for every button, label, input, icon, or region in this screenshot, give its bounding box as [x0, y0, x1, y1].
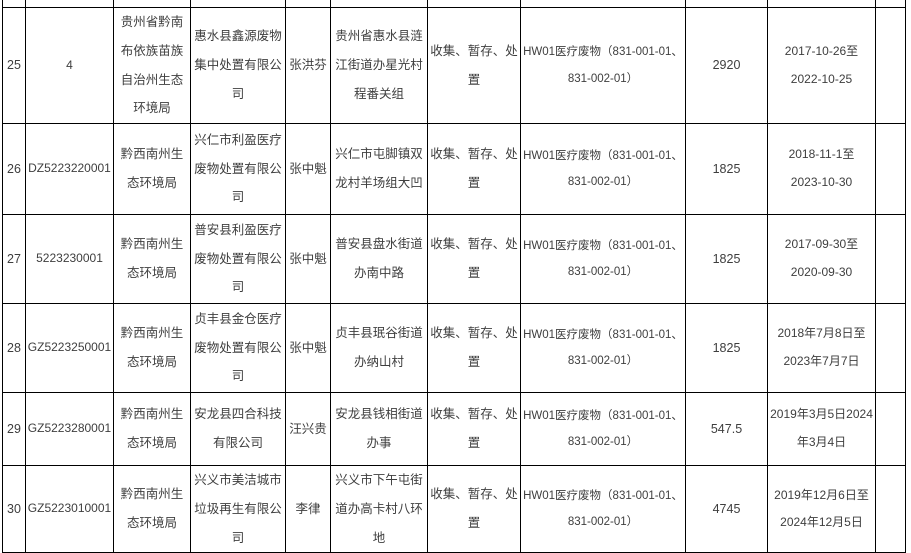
cell-license-number: DZ5223220001	[25, 123, 114, 215]
cell-address: 安龙县钱相街道办事	[330, 392, 428, 466]
table-row: 30 GZ5223010001 黔西南州生态环境局 兴义市美洁城市垃圾再生有限公…	[2, 464, 906, 553]
cell-empty	[767, 0, 876, 8]
cell-company-name: 安龙县四合科技有限公司	[190, 392, 286, 466]
cell-issuing-authority: 黔西南州生态环境局	[113, 392, 191, 466]
cell-license-number: 4	[25, 7, 114, 124]
cell-serial-number: 29	[2, 392, 26, 466]
cell-serial-number: 25	[2, 7, 26, 124]
cell-company-name: 惠水县鑫源废物集中处置有限公司	[190, 7, 286, 124]
cell-legal-person: 张洪芬	[285, 7, 331, 124]
cell-empty	[875, 464, 906, 553]
cell-company-name: 兴义市美洁城市垃圾再生有限公司	[190, 464, 286, 553]
cell-company-name: 贞丰县金仓医疗废物处置有限公司	[190, 303, 286, 393]
cell-empty	[285, 0, 331, 8]
cell-serial-number: 28	[2, 303, 26, 393]
cell-serial-number: 27	[2, 214, 26, 304]
cell-waste-category: HW01医疗废物（831-001-01、 831-002-01）	[520, 214, 686, 304]
cell-operation-type: 收集、暂存、处置	[427, 7, 521, 124]
cell-validity-period: 2018-11-1至 2023-10-30	[767, 123, 876, 215]
cell-license-number: GZ5223250001	[25, 303, 114, 393]
cell-legal-person: 张中魁	[285, 123, 331, 215]
table-row: 29 GZ5223280001 黔西南州生态环境局 安龙县四合科技有限公司 汪兴…	[2, 392, 906, 466]
cell-empty	[875, 392, 906, 466]
cell-operation-type: 收集、暂存、处置	[427, 214, 521, 304]
cell-empty	[330, 0, 428, 8]
cell-empty	[190, 0, 286, 8]
cell-issuing-authority: 黔西南州生态环境局	[113, 214, 191, 304]
cell-license-number: 5223230001	[25, 214, 114, 304]
cell-address: 贵州省惠水县涟江街道办星光村程番关组	[330, 7, 428, 124]
cell-waste-category: HW01医疗废物（831-001-01、 831-002-01）	[520, 392, 686, 466]
cell-quantity: 1825	[685, 214, 768, 304]
partial-row-top	[2, 0, 906, 8]
cell-issuing-authority: 贵州省黔南布依族苗族自治州生态环境局	[113, 7, 191, 124]
cell-issuing-authority: 黔西南州生态环境局	[113, 123, 191, 215]
cell-empty	[875, 303, 906, 393]
cell-validity-period: 2019年12月6日至 2024年12月5日	[767, 464, 876, 553]
cell-empty	[875, 0, 906, 8]
cell-legal-person: 张中魁	[285, 303, 331, 393]
cell-empty	[520, 0, 686, 8]
cell-quantity: 1825	[685, 123, 768, 215]
cell-empty	[427, 0, 521, 8]
table-row: 25 4 贵州省黔南布依族苗族自治州生态环境局 惠水县鑫源废物集中处置有限公司 …	[2, 7, 906, 124]
cell-company-name: 兴仁市利盈医疗废物处置有限公司	[190, 123, 286, 215]
cell-quantity: 4745	[685, 464, 768, 553]
cell-quantity: 2920	[685, 7, 768, 124]
cell-empty	[875, 214, 906, 304]
cell-issuing-authority: 黔西南州生态环境局	[113, 464, 191, 553]
cell-empty	[113, 0, 191, 8]
cell-waste-category: HW01医疗废物（831-001-01、 831-002-01）	[520, 464, 686, 553]
cell-empty	[875, 123, 906, 215]
cell-quantity: 547.5	[685, 392, 768, 466]
cell-validity-period: 2018年7月8日至 2023年7月7日	[767, 303, 876, 393]
cell-company-name: 普安县利盈医疗废物处置有限公司	[190, 214, 286, 304]
cell-validity-period: 2017-09-30至 2020-09-30	[767, 214, 876, 304]
cell-waste-category: HW01医疗废物（831-001-01、 831-002-01）	[520, 123, 686, 215]
cell-legal-person: 张中魁	[285, 214, 331, 304]
cell-address: 贞丰县珉谷街道办纳山村	[330, 303, 428, 393]
cell-issuing-authority: 黔西南州生态环境局	[113, 303, 191, 393]
cell-legal-person: 汪兴贵	[285, 392, 331, 466]
cell-serial-number: 26	[2, 123, 26, 215]
cell-legal-person: 李律	[285, 464, 331, 553]
cell-serial-number: 30	[2, 464, 26, 553]
cell-address: 普安县盘水街道办南中路	[330, 214, 428, 304]
cell-empty	[25, 0, 114, 8]
table-row: 28 GZ5223250001 黔西南州生态环境局 贞丰县金仓医疗废物处置有限公…	[2, 303, 906, 393]
cell-validity-period: 2019年3月5日2024 年3月4日	[767, 392, 876, 466]
table-row: 26 DZ5223220001 黔西南州生态环境局 兴仁市利盈医疗废物处置有限公…	[2, 123, 906, 215]
cell-empty	[685, 0, 768, 8]
cell-waste-category: HW01医疗废物（831-001-01、 831-002-01）	[520, 7, 686, 124]
cell-operation-type: 收集、暂存、处置	[427, 123, 521, 215]
cell-empty	[2, 0, 26, 8]
cell-waste-category: HW01医疗废物（831-001-01、 831-002-01）	[520, 303, 686, 393]
cell-operation-type: 收集、暂存、处置	[427, 303, 521, 393]
cell-quantity: 1825	[685, 303, 768, 393]
cell-empty	[875, 7, 906, 124]
cell-validity-period: 2017-10-26至 2022-10-25	[767, 7, 876, 124]
cell-license-number: GZ5223280001	[25, 392, 114, 466]
cell-operation-type: 收集、暂存、处置	[427, 464, 521, 553]
cell-license-number: GZ5223010001	[25, 464, 114, 553]
cell-address: 兴仁市屯脚镇双龙村羊场组大凹	[330, 123, 428, 215]
cell-operation-type: 收集、暂存、处置	[427, 392, 521, 466]
table-row: 27 5223230001 黔西南州生态环境局 普安县利盈医疗废物处置有限公司 …	[2, 214, 906, 304]
cell-address: 兴义市下午屯街道办高卡村八环地	[330, 464, 428, 553]
